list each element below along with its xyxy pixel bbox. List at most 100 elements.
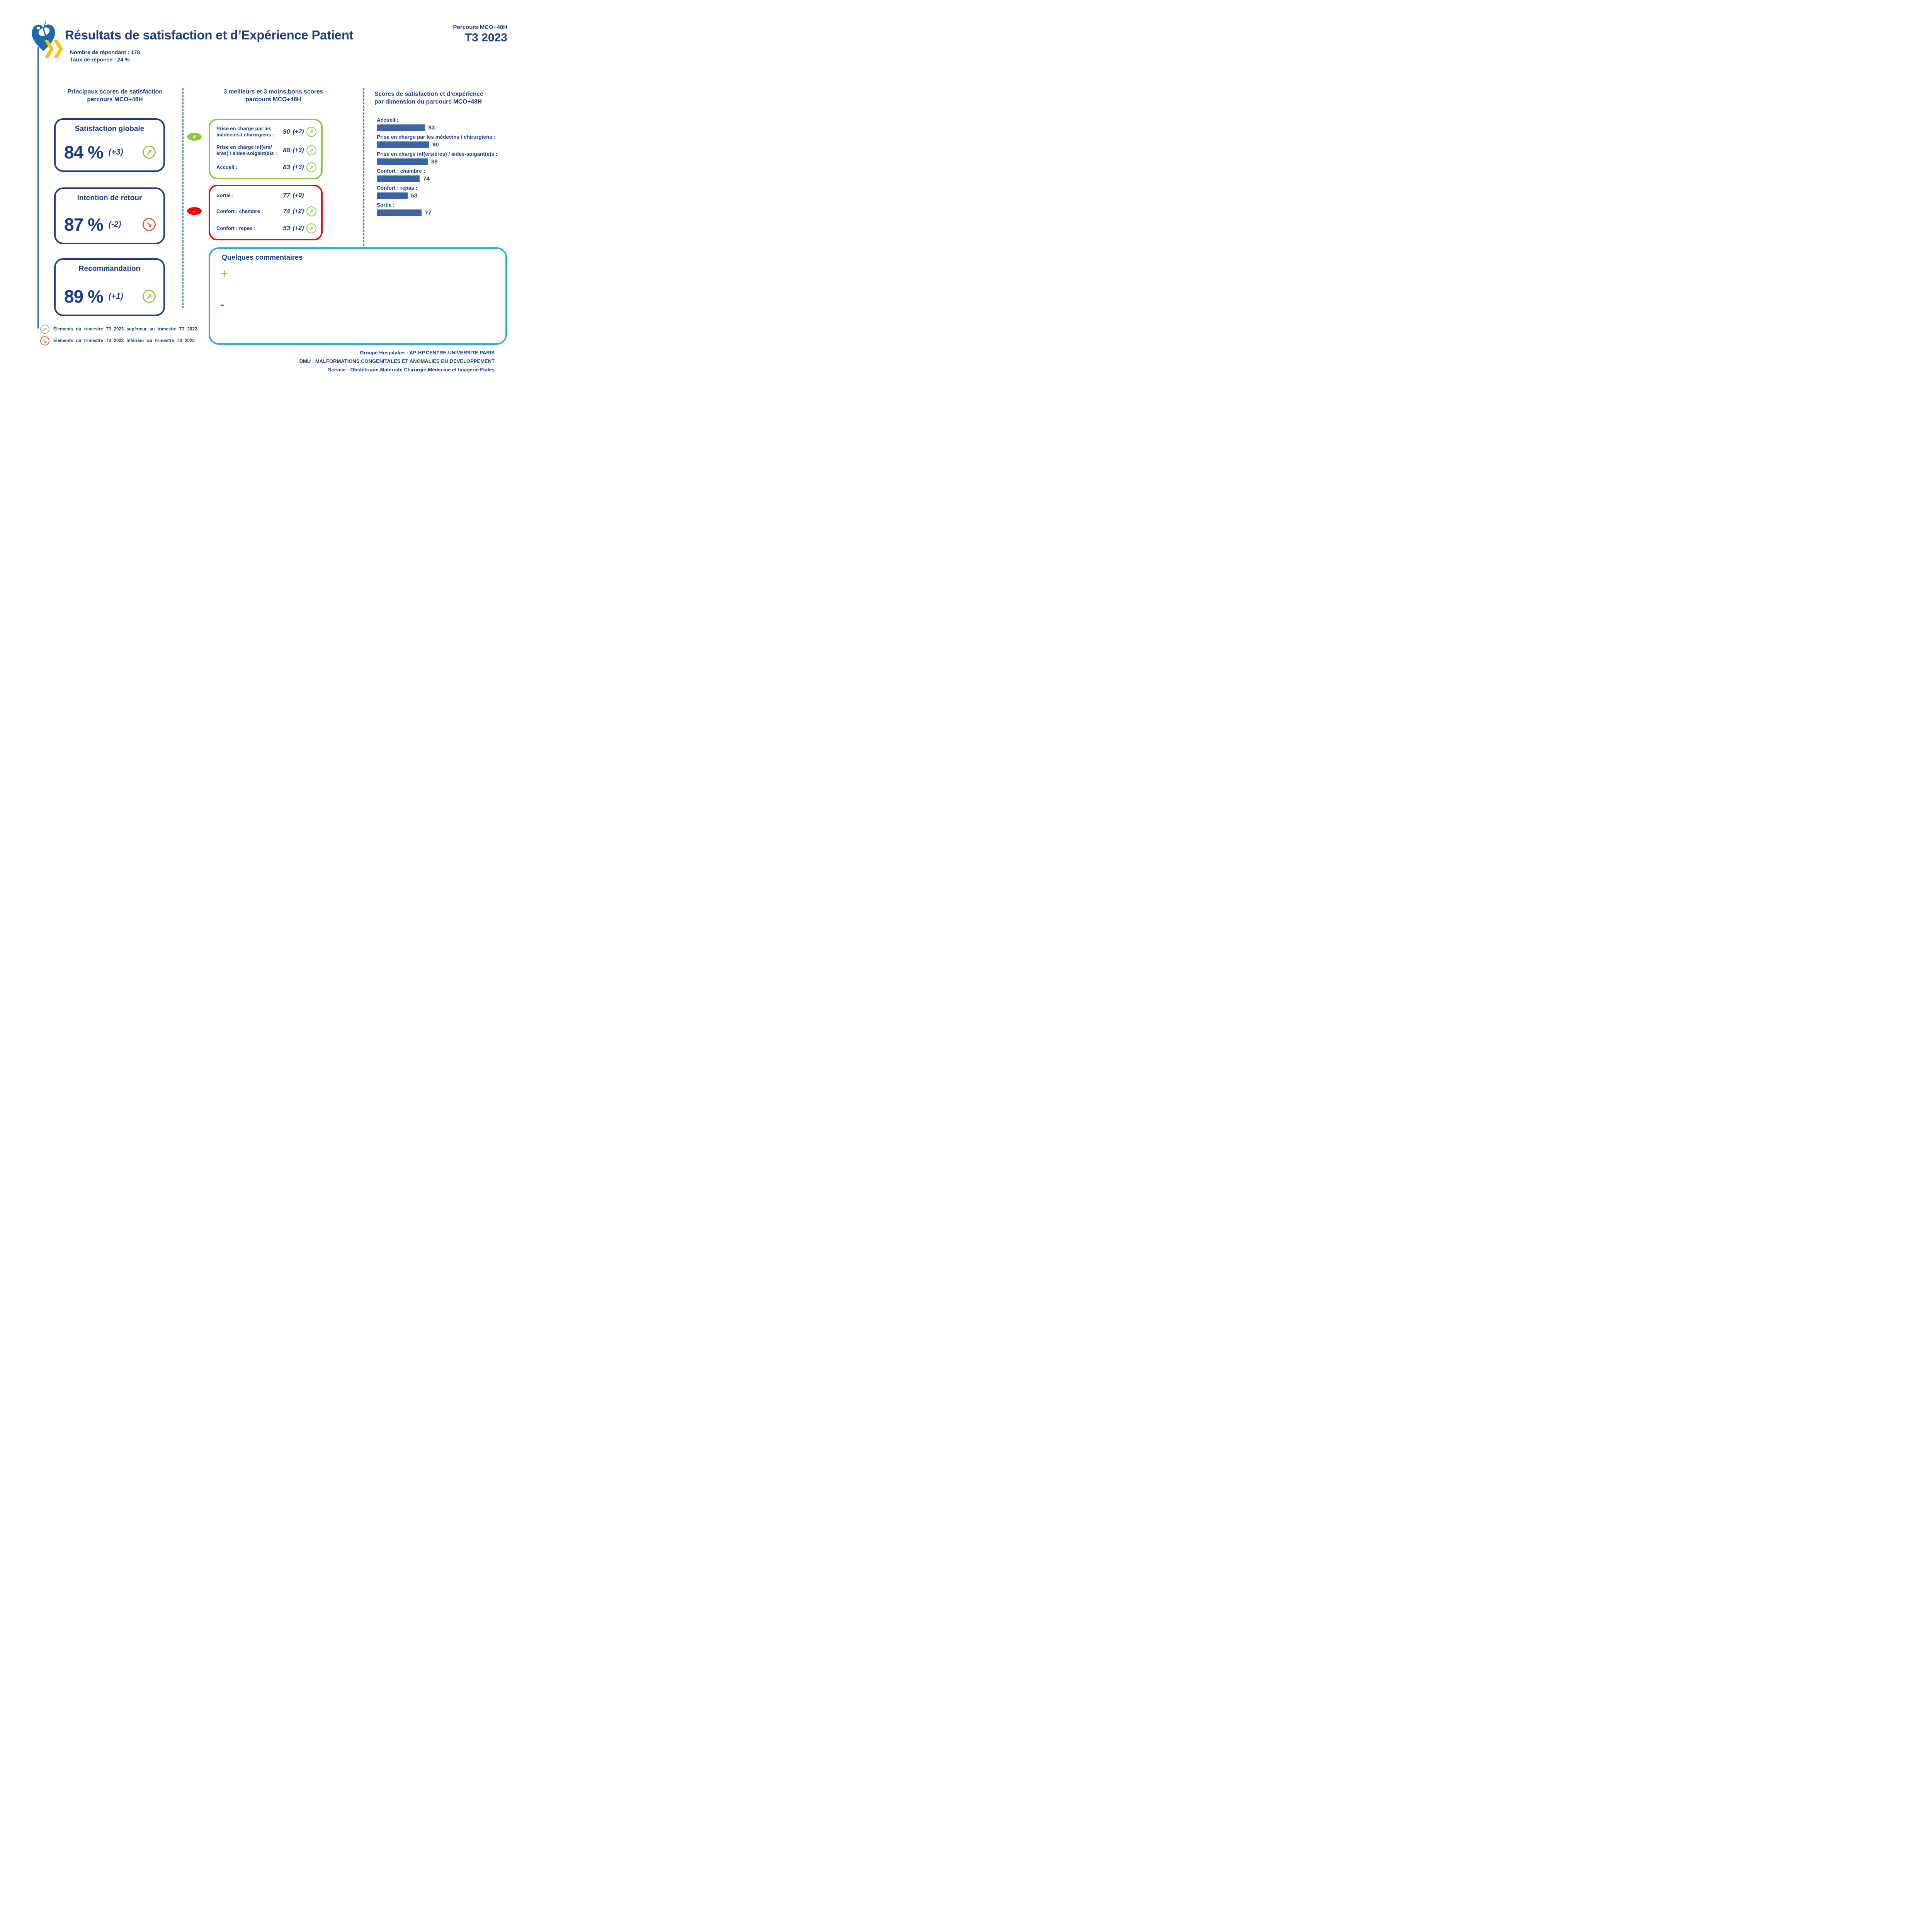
middle-column-title: 3 meilleurs et 3 moins bons scores parco… (189, 88, 357, 104)
score-row: Prise en charge par les médecins / chiru… (216, 126, 316, 138)
left-column-title-line1: Principaux scores de satisfaction (67, 88, 163, 95)
best-scores-box: Prise en charge par les médecins / chiru… (209, 119, 323, 179)
score-delta: (+0) (293, 192, 304, 199)
card-value: 89 % (64, 286, 104, 306)
card-delta: (-2) (108, 220, 121, 229)
score-value: 88 (283, 146, 290, 154)
right-column-title-line1: Scores de satisfaction et d’expérience (374, 91, 483, 97)
right-column-title-line2: par dimension du parcours MCO+48H (374, 99, 482, 105)
card-value: 84 % (64, 142, 104, 162)
score-row: Sortie : 77 (+0) (216, 192, 316, 199)
score-label: Sortie : (216, 192, 234, 198)
dimension-item: Sortie : 77 (377, 202, 531, 216)
trend-up-icon: ↗ (306, 127, 316, 137)
dimension-bar (377, 175, 420, 182)
dimension-item: Prise en charge par les médecins / chiru… (377, 134, 531, 148)
legend-item: ↗ Elements du trimestre T3 2023 supérieu… (40, 325, 197, 334)
dimension-label: Confort : chambre : (377, 168, 425, 174)
dimension-item: Confort : repas : 53 (377, 185, 531, 199)
card-title: Recommandation (78, 265, 141, 273)
score-value: 83 (283, 163, 290, 171)
score-delta: (+3) (293, 164, 304, 170)
score-label: Accueil : (216, 164, 238, 170)
trend-up-icon: ↗ (306, 145, 316, 155)
score-label: Prise en charge inf(ers/ères) / aides-so… (216, 144, 277, 156)
score-value: 74 (283, 208, 290, 215)
card-delta: (+3) (108, 148, 123, 157)
card-delta: (+1) (108, 292, 123, 301)
worst-scores-box: Sortie : 77 (+0) Confort : chambre : 74 … (209, 185, 323, 240)
score-label: Confort : repas : (216, 225, 256, 231)
score-label: Confort : chambre : (216, 208, 263, 214)
dimension-label: Accueil : (377, 117, 399, 123)
respondents-block: Nombre de répondant : 178 Taux de répons… (70, 49, 140, 63)
column-divider-left (182, 88, 184, 308)
page-title: Résultats de satisfaction et d’Expérienc… (65, 28, 354, 42)
plus-badge: + (187, 133, 202, 141)
card-value: 87 % (64, 214, 104, 235)
score-delta: (+2) (293, 128, 304, 135)
score-card-intention-de-retour: Intention de retour 87 % (-2) ↘ (54, 187, 165, 244)
left-column-title-line2: parcours MCO+48H (87, 96, 143, 103)
minus-badge: - (187, 207, 202, 215)
card-title: Intention de retour (77, 194, 142, 202)
footer-line: Groupe Hospitalier : AP-HP.CENTRE-UNIVER… (360, 350, 495, 356)
legend-text: Elements du trimestre T3 2023 inférieur … (53, 339, 195, 343)
period-label: T3 2023 (464, 31, 507, 44)
score-row: Confort : repas : 53 (+2) ↗ (216, 223, 316, 233)
dimension-label: Prise en charge par les médecins / chiru… (377, 134, 495, 140)
score-card-satisfaction-globale: Satisfaction globale 84 % (+3) ↗ (54, 118, 165, 172)
dimension-value: 74 (423, 175, 430, 182)
dimension-item: Confort : chambre : 74 (377, 168, 531, 182)
card-title: Satisfaction globale (75, 125, 145, 133)
dimension-bar (377, 124, 425, 131)
dimension-value: 77 (425, 209, 432, 216)
response-rate-line: Taux de réponse : 24 % (70, 56, 130, 63)
trend-up-icon: ↗ (306, 206, 316, 216)
trend-up-icon: ↗ (306, 223, 316, 233)
dimension-value: 90 (432, 141, 439, 148)
score-value: 53 (283, 225, 290, 232)
legend-item: ↘ Elements du trimestre T3 2023 inférieu… (40, 336, 195, 345)
left-vertical-rule (37, 47, 39, 328)
score-delta: (+2) (293, 225, 304, 231)
middle-column-title-line1: 3 meilleurs et 3 moins bons scores (223, 88, 323, 95)
parcours-label: Parcours MCO+48H (453, 24, 507, 31)
score-card-recommandation: Recommandation 89 % (+1) ↗ (54, 258, 165, 316)
dimension-bar (377, 192, 408, 199)
dimension-item: Prise en charge inf(ers/ères) / aides-so… (377, 151, 531, 165)
trend-up-icon: ↗ (143, 290, 156, 303)
score-row: Confort : chambre : 74 (+2) ↗ (216, 206, 316, 216)
dimension-value: 83 (428, 124, 435, 131)
trend-down-icon: ↘ (143, 218, 156, 231)
dimension-value: 53 (411, 192, 418, 199)
right-column-title: Scores de satisfaction et d’expérience p… (374, 90, 514, 106)
dimension-label: Sortie : (377, 202, 395, 208)
column-divider-right (363, 88, 364, 246)
footer-line: Service : Obstétrique-Maternité Chirurgi… (328, 367, 495, 373)
left-column-title: Principaux scores de satisfaction parcou… (58, 88, 172, 104)
respondents-line: Nombre de répondant : 178 (70, 49, 140, 55)
score-row: Accueil : 83 (+3) ↗ (216, 162, 316, 172)
dimension-label: Confort : repas : (377, 185, 418, 191)
trend-up-icon: ↗ (40, 325, 49, 334)
middle-column-title-line2: parcours MCO+48H (245, 96, 301, 103)
chevrons-icon (44, 40, 63, 58)
score-value: 77 (283, 192, 290, 199)
comments-plus-icon: + (221, 267, 228, 280)
dimension-bar (377, 158, 428, 165)
dimension-item: Accueil : 83 (377, 117, 531, 131)
legend-text: Elements du trimestre T3 2023 supérieur … (53, 327, 197, 332)
score-delta: (+2) (293, 208, 304, 214)
trend-up-icon: ↗ (306, 162, 316, 172)
comments-box: Quelques commentaires + - (209, 247, 507, 345)
dimension-bar (377, 209, 422, 216)
dimension-bar (377, 141, 429, 148)
score-delta: (+3) (293, 146, 304, 153)
dimension-label: Prise en charge inf(ers/ères) / aides-so… (377, 151, 498, 157)
report-page: Résultats de satisfaction et d’Expérienc… (0, 0, 541, 382)
trend-down-icon: ↘ (40, 336, 49, 345)
period-block: Parcours MCO+48H T3 2023 (453, 24, 507, 44)
dimension-value: 88 (431, 158, 438, 165)
score-label: Prise en charge par les médecins / chiru… (216, 126, 274, 138)
